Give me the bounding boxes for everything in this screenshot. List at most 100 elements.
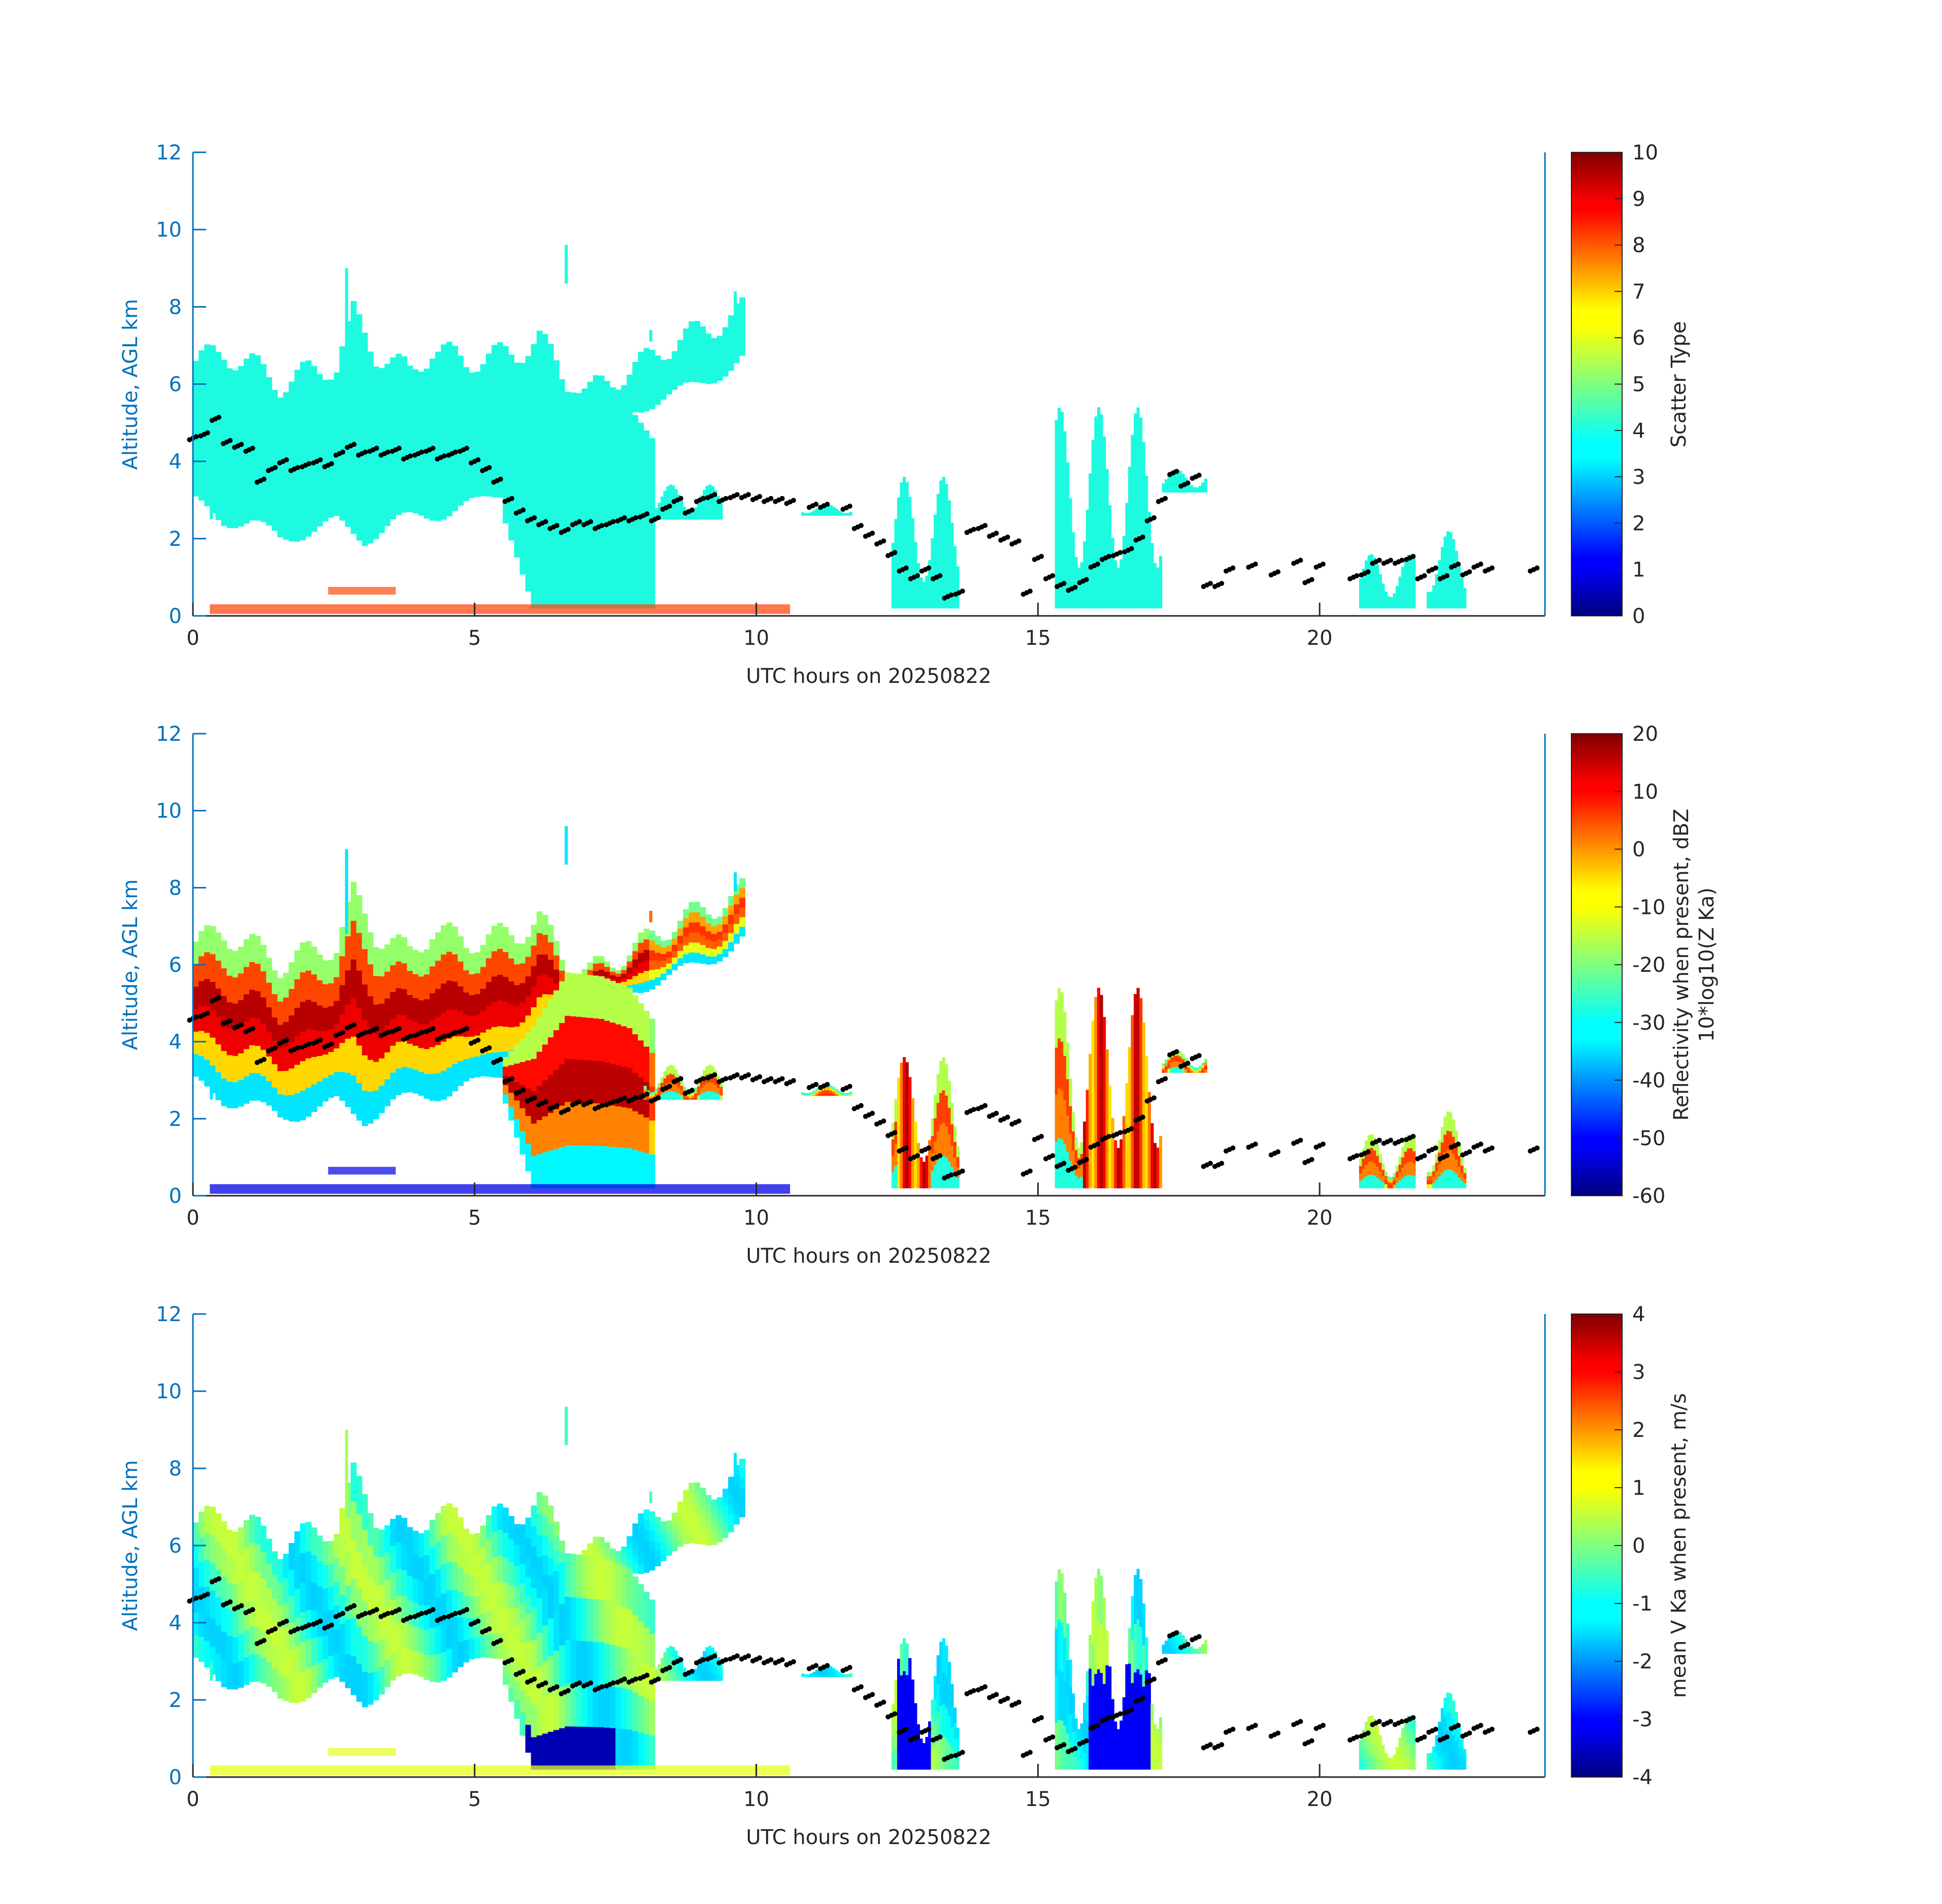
cloud-cell [1153,563,1157,575]
cloud-cell [716,1657,720,1663]
melting-layer-dot [351,442,357,447]
cloud-cell [804,1676,808,1677]
cloud-cell [542,1589,548,1626]
cloud-cell [934,1699,937,1723]
cloud-cell [587,1556,594,1599]
cloud-cell [621,401,627,406]
colorbar-label-line2: 10*log10(Z Ka) [1695,888,1719,1042]
cloud-cell [305,1551,312,1581]
cloud-cell [356,1082,363,1121]
cloud-cell [1404,1151,1407,1164]
cloud-cell [683,328,689,338]
cloud-cell [531,478,537,511]
cloud-cell [407,995,413,1020]
cloud-cell [1384,1761,1388,1766]
cloud-cell [514,520,520,539]
cloud-cell [900,1094,903,1126]
cloud-cell [1426,1172,1430,1176]
cloud-cell [812,1674,816,1676]
cloud-cell [373,1614,379,1643]
cloud-cell [807,1676,810,1677]
melting-layer-dot [1433,1145,1438,1151]
cloud-cell [277,1675,284,1699]
cloud-cell [716,1663,720,1669]
melting-layer-dot [746,1072,751,1077]
cloud-cell [719,1667,723,1672]
cloud-cell [525,356,532,376]
cloud-cell [1173,1636,1176,1643]
cloud-cell [238,1607,244,1635]
cloud-cell [939,576,943,609]
cloud-cell [1378,1162,1382,1171]
cloud-cell [1069,1133,1072,1161]
cloud-cell [277,1605,284,1629]
cloud-cell [1404,583,1407,597]
cloud-cell [469,1534,475,1556]
cloud-cell [1393,597,1396,601]
cloud-cell [373,510,379,539]
cloud-cell [1460,1173,1464,1181]
cloud-cell [553,449,559,490]
cloud-cell [1198,1652,1202,1654]
cloud-cell [657,503,661,508]
cloud-cell [911,585,914,609]
cloud-cell [956,1177,960,1189]
cloud-cell [1458,586,1461,598]
cloud-cell [430,1046,436,1074]
cloud-cell [1142,442,1145,484]
cloud-cell [1094,1721,1098,1770]
cloud-cell [680,1662,683,1667]
cloud-cell [1376,1736,1379,1748]
cloud-cell [677,340,683,348]
cloud-cell [553,1030,559,1070]
cloud-cell [519,1131,526,1155]
cloud-cell [1111,555,1114,574]
cloud-cell [581,974,588,1017]
cloud-cell [1165,1644,1168,1648]
cloud-cell [272,994,278,1017]
cloud-cell [677,370,683,378]
cloud-cell [1089,1702,1092,1736]
cloud-cell [463,389,470,412]
cloud-cell [1055,420,1058,468]
cloud-cell [1097,407,1101,458]
cloud-cell [1108,1111,1112,1137]
cloud-cell [652,1672,655,1676]
cloud-cell [457,1061,464,1086]
cloud-cell [294,1093,301,1122]
cloud-cell [1432,1752,1436,1758]
cloud-cell [1071,1731,1075,1751]
cloud-cell [435,988,441,1017]
cloud-cell [804,513,808,514]
cloud-cell [812,1675,816,1677]
cloud-cell [804,1094,808,1095]
cloud-cell [643,572,650,609]
cloud-cell [1167,1645,1171,1650]
cloud-cell [914,1753,917,1770]
cloud-cell [1409,1147,1413,1162]
cloud-cell [519,963,526,983]
cloud-cell [210,1009,216,1038]
cloud-cell [542,536,548,573]
cloud-cell [311,946,317,975]
cloud-cell [1395,602,1399,609]
cloud-cell [900,1125,903,1157]
cloud-cell [446,371,453,401]
melting-layer-dot [1027,588,1033,594]
melting-layer-dot [509,1076,515,1081]
melting-layer-dot [644,1091,650,1097]
cloud-cell [705,923,712,932]
melting-layer-dot [1320,1141,1326,1147]
cloud-cell [1364,1152,1368,1165]
cloud-cell [928,1176,932,1189]
cloud-cell [469,1617,475,1639]
cloud-cell [322,426,328,451]
cloud-cell [204,1640,210,1668]
melting-layer-dot [1140,534,1145,540]
cloud-cell [632,453,639,493]
cloud-cell [683,936,689,945]
cloud-cell [1393,1173,1396,1177]
cloud-cell [827,512,830,516]
cloud-cell [221,1659,227,1688]
colorbar-label: Scatter Type [1667,321,1691,448]
